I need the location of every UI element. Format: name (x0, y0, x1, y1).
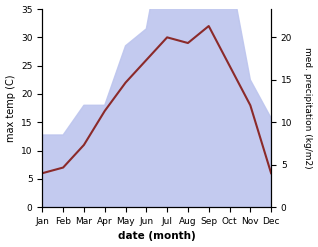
X-axis label: date (month): date (month) (118, 231, 196, 242)
Y-axis label: max temp (C): max temp (C) (5, 74, 16, 142)
Y-axis label: med. precipitation (kg/m2): med. precipitation (kg/m2) (303, 47, 313, 169)
